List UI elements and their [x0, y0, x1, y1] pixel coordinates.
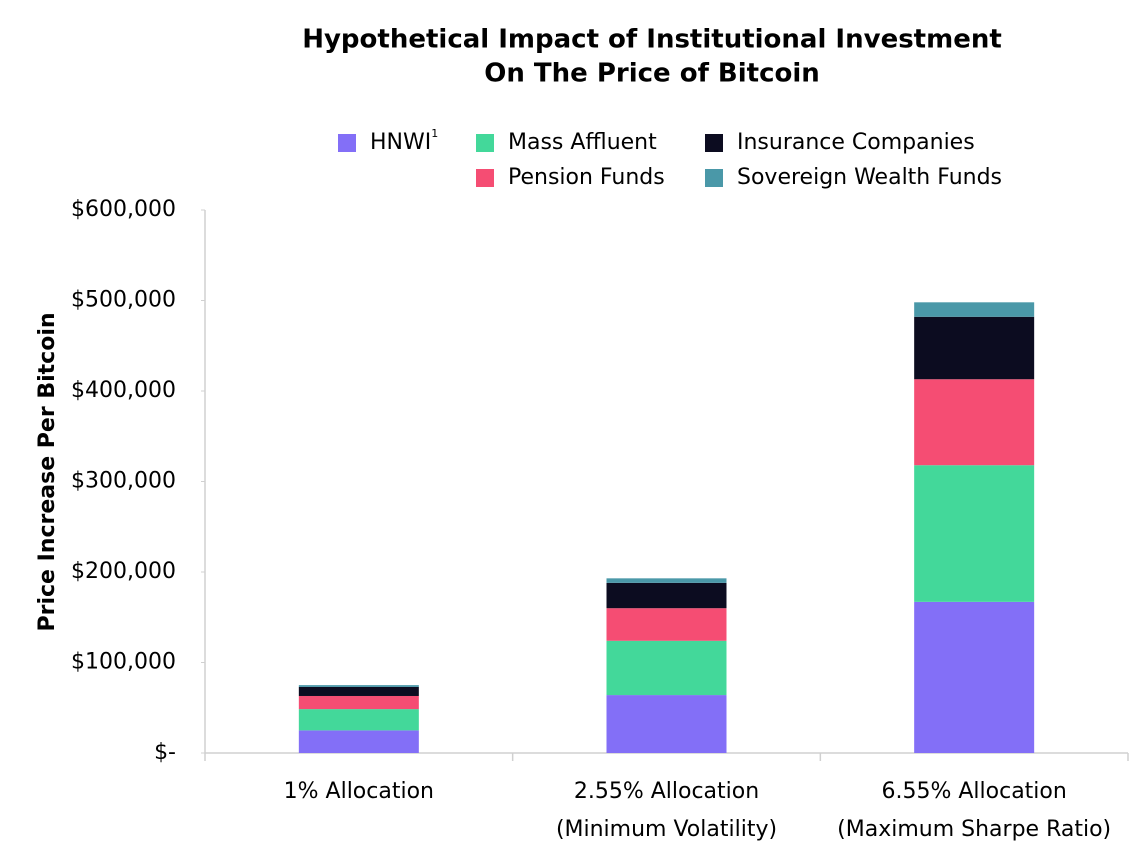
x-tick-label: 1% Allocation — [284, 779, 434, 804]
legend-label-text: Insurance Companies — [737, 130, 975, 155]
y-axis-title: Price Increase Per Bitcoin — [35, 312, 60, 631]
chart-title: Hypothetical Impact of Institutional Inv… — [302, 25, 1002, 55]
bar-segment — [298, 695, 419, 710]
legend-swatch — [476, 169, 494, 187]
x-tick-label: (Minimum Volatility) — [556, 817, 777, 842]
legend-label: HNWI1 — [370, 127, 438, 155]
bar-segment — [298, 685, 419, 687]
bar-segment — [606, 582, 727, 609]
bar-segment — [606, 608, 727, 641]
bar-segment — [914, 302, 1035, 317]
y-tick-label: $200,000 — [71, 559, 176, 584]
bar-segment — [914, 316, 1035, 380]
legend-swatch — [705, 169, 723, 187]
legend-label: Sovereign Wealth Funds — [737, 165, 1002, 190]
legend-label-superscript: 1 — [431, 127, 438, 140]
y-tick-label: $600,000 — [71, 197, 176, 222]
legend-label: Insurance Companies — [737, 130, 975, 155]
x-tick-label: 6.55% Allocation — [881, 779, 1066, 804]
bar-segment — [298, 709, 419, 731]
y-tick-label: $400,000 — [71, 378, 176, 403]
bar-segment — [298, 730, 419, 753]
bar-segment — [298, 686, 419, 696]
legend-label-text: Sovereign Wealth Funds — [737, 165, 1002, 190]
bar-segment — [914, 465, 1035, 602]
bar-segment — [606, 578, 727, 583]
legend-label: Mass Affluent — [508, 130, 657, 155]
legend-label-text: Pension Funds — [508, 165, 665, 190]
legend-label-text: Mass Affluent — [508, 130, 657, 155]
chart-title: On The Price of Bitcoin — [484, 59, 820, 89]
legend-swatch — [338, 134, 356, 152]
legend-swatch — [705, 134, 723, 152]
y-tick-label: $100,000 — [71, 650, 176, 675]
y-tick-label: $500,000 — [71, 288, 176, 313]
legend-label: Pension Funds — [508, 165, 665, 190]
x-tick-label: 2.55% Allocation — [574, 779, 759, 804]
bar-segment — [606, 695, 727, 753]
bar-segment — [914, 379, 1035, 466]
legend-swatch — [476, 134, 494, 152]
y-tick-label: $- — [154, 740, 176, 765]
bar-segment — [914, 601, 1035, 753]
bar-segment — [606, 640, 727, 696]
x-tick-label: (Maximum Sharpe Ratio) — [837, 817, 1111, 842]
legend-label-text: HNWI — [370, 130, 431, 155]
y-tick-label: $300,000 — [71, 469, 176, 494]
